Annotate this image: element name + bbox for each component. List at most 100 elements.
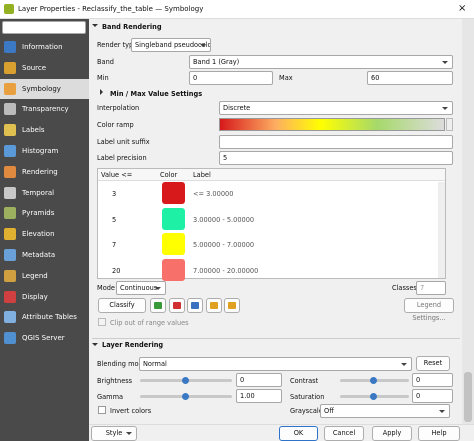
sidebar-item[interactable]: Labels	[22, 126, 45, 135]
close-button[interactable]: ×	[458, 3, 467, 14]
dropdown[interactable]: Singleband pseudocolor	[131, 38, 211, 52]
label: Saturation	[290, 393, 325, 401]
reset-button[interactable]: Reset	[416, 356, 450, 371]
item-icon	[4, 311, 16, 324]
label-cell[interactable]: <= 3.00000	[193, 190, 234, 198]
ramp-menu[interactable]	[446, 118, 453, 131]
expand-arrow[interactable]	[100, 89, 106, 95]
label-cell[interactable]: 5.00000 - 7.00000	[193, 241, 255, 249]
style-button[interactable]: Style	[91, 426, 137, 441]
slider[interactable]	[340, 377, 409, 384]
label-cell[interactable]: 7.00000 - 20.00000	[193, 266, 259, 275]
checkbox[interactable]	[98, 406, 106, 414]
column-header: Color	[160, 171, 178, 179]
slider-knob[interactable]	[182, 393, 189, 400]
item-icon	[4, 124, 16, 137]
slider-knob[interactable]	[182, 377, 189, 384]
section-title: Band Rendering	[102, 23, 162, 31]
dropdown[interactable]: Continuous	[116, 281, 166, 295]
value-cell[interactable]: 7	[112, 241, 117, 249]
sidebar-item[interactable]: Metadata	[22, 251, 56, 259]
value-cell[interactable]: 5	[112, 215, 117, 224]
title-bar	[0, 0, 474, 19]
color-ramp[interactable]	[219, 118, 445, 131]
scroll-thumb[interactable]	[464, 372, 472, 422]
color-swatch[interactable]	[162, 182, 185, 204]
spinbox[interactable]: 1.00	[236, 389, 282, 403]
input[interactable]	[219, 135, 453, 149]
color-swatch[interactable]	[162, 207, 185, 230]
scrollbar[interactable]	[462, 19, 474, 424]
dropdown[interactable]: Discrete	[219, 101, 453, 115]
item-icon	[4, 165, 16, 178]
label-cell[interactable]: 3.00000 - 5.00000	[193, 215, 255, 224]
class-table	[97, 168, 446, 279]
item-icon	[4, 332, 16, 345]
collapse-arrow[interactable]	[92, 24, 98, 30]
label: Style	[105, 429, 123, 437]
value: 60	[371, 74, 380, 82]
sidebar-item[interactable]: Rendering	[22, 167, 58, 176]
sidebar-item[interactable]: Source	[22, 63, 47, 72]
search-box[interactable]	[2, 21, 86, 34]
sidebar-item[interactable]: Pyramids	[22, 209, 55, 218]
value: Off	[324, 407, 334, 415]
slider[interactable]	[140, 393, 232, 400]
spinbox[interactable]: 7	[416, 281, 446, 295]
item-icon	[4, 249, 16, 261]
sidebar-item[interactable]: Information	[22, 43, 63, 51]
label: Blending mode	[97, 360, 147, 368]
input[interactable]: 60	[367, 71, 453, 85]
checkbox[interactable]	[98, 318, 106, 326]
input[interactable]: 0	[189, 71, 273, 85]
sidebar-item[interactable]: Elevation	[22, 230, 55, 239]
checkbox-label: Invert colors	[110, 407, 152, 415]
table-header	[98, 169, 445, 181]
spinbox[interactable]: 0	[236, 373, 282, 387]
checkbox-label: Clip out of range values	[110, 319, 189, 327]
subsection-title[interactable]: Min / Max Value Settings	[110, 90, 203, 98]
slider[interactable]	[140, 377, 232, 384]
cancel-button[interactable]: Cancel	[324, 426, 364, 441]
collapse-arrow[interactable]	[92, 343, 98, 349]
item-icon	[4, 103, 16, 116]
help-button[interactable]: Help	[418, 426, 460, 441]
window-title: Layer Properties - Reclassify_the_table …	[18, 5, 204, 13]
color-swatch[interactable]	[162, 258, 185, 281]
dropdown[interactable]: Band 1 (Gray)	[189, 55, 453, 69]
sidebar-item[interactable]: Transparency	[22, 105, 69, 114]
table-scrollbar[interactable]	[438, 182, 445, 278]
label: Grayscale	[290, 407, 323, 415]
label: Label unit suffix	[97, 138, 150, 146]
slider-knob[interactable]	[370, 377, 377, 384]
spinbox[interactable]: 0	[412, 373, 453, 387]
sidebar-item[interactable]: Attribute Tables	[22, 313, 77, 322]
spinbox[interactable]: 5	[219, 151, 453, 165]
value: 0	[416, 376, 421, 384]
color-swatch[interactable]	[162, 233, 185, 255]
value-cell[interactable]: 3	[112, 190, 117, 198]
dropdown[interactable]: Normal	[139, 357, 412, 371]
label: Apply	[382, 429, 402, 437]
sidebar-item[interactable]: Display	[22, 292, 48, 301]
spinbox[interactable]: 0	[412, 389, 453, 403]
sidebar-item[interactable]: Legend	[22, 271, 48, 280]
column-header: Label	[193, 171, 211, 179]
item-icon	[4, 269, 16, 282]
ok-button[interactable]: OK	[279, 426, 318, 441]
slider-knob[interactable]	[370, 393, 377, 400]
label: Label precision	[97, 154, 147, 162]
sidebar-item[interactable]: Histogram	[22, 147, 59, 155]
sidebar-item[interactable]: Symbology	[22, 84, 61, 93]
value-cell[interactable]: 20	[112, 266, 121, 275]
apply-button[interactable]: Apply	[372, 426, 412, 441]
dropdown[interactable]: Off	[320, 404, 450, 418]
icon	[191, 302, 199, 309]
slider[interactable]	[340, 393, 409, 400]
legend-settings-button[interactable]: Legend Settings...	[404, 298, 454, 322]
sidebar-item[interactable]: Temporal	[22, 188, 55, 197]
sidebar-item[interactable]: QGIS Server	[22, 334, 65, 343]
selected-item[interactable]	[0, 78, 89, 99]
classify-button[interactable]: Classify	[98, 298, 146, 313]
